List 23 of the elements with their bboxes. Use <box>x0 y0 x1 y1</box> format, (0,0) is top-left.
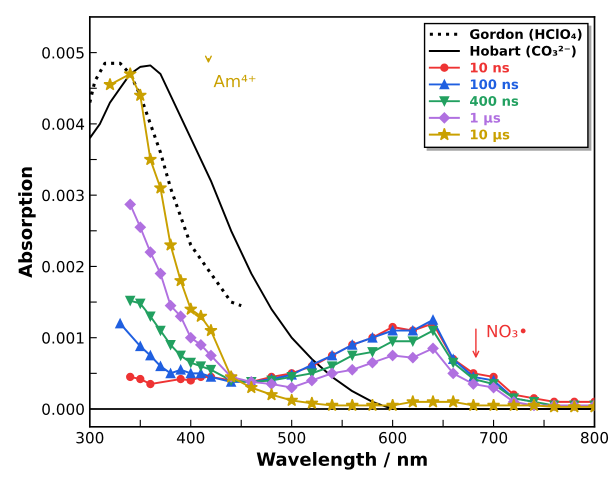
legend-label: Hobart (CO₃²⁻) <box>470 46 576 58</box>
legend-label: 100 ns <box>470 79 518 90</box>
x-tick-label: 800 <box>580 432 608 444</box>
x-tick-label: 700 <box>480 432 508 444</box>
y-tick-label: 0.002 <box>42 260 84 272</box>
y-tick-label: 0.004 <box>42 118 84 130</box>
x-tick-label: 500 <box>278 432 306 444</box>
x-tick-label: 400 <box>176 432 204 444</box>
x-tick-label: 600 <box>379 432 406 444</box>
legend-label: 10 ns <box>470 62 509 73</box>
annotation: NO₃• <box>488 324 526 338</box>
y-tick-label: 0.001 <box>42 332 84 344</box>
x-axis-title: Wavelength / nm <box>256 452 427 470</box>
legend-label: Gordon (HClO₄) <box>470 28 582 41</box>
annotation: Am⁴⁺ <box>214 74 256 88</box>
legend-label: 400 ns <box>470 96 518 106</box>
legend-label: 1 µs <box>470 112 500 126</box>
y-tick-label: 0.003 <box>42 190 84 202</box>
y-tick-label: 0.000 <box>42 403 84 416</box>
y-axis-title: Absorption <box>18 167 36 278</box>
legend-label: 10 µs <box>470 129 510 142</box>
x-tick-label: 300 <box>76 432 104 444</box>
y-tick-label: 0.005 <box>42 47 84 59</box>
